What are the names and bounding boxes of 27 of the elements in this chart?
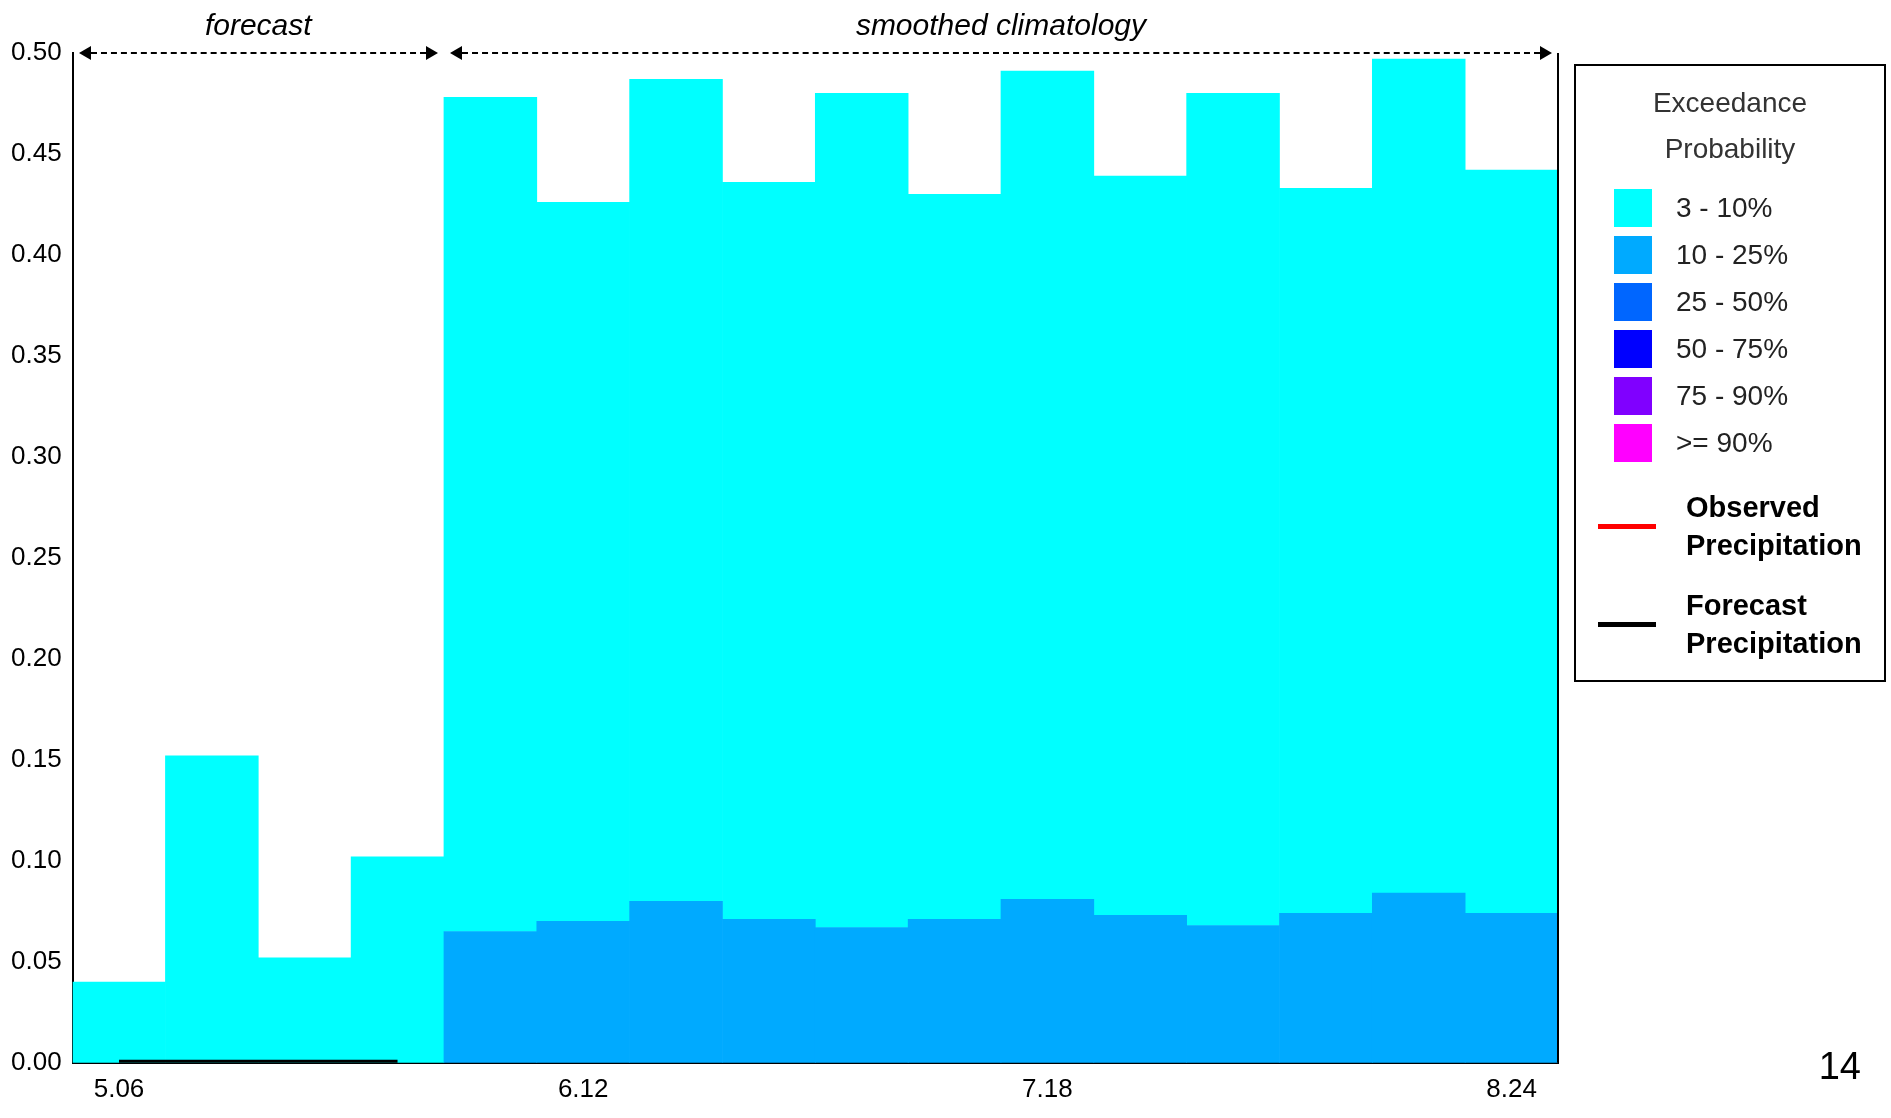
y-tick-label: 0.00 [10,1045,62,1076]
y-tick-label: 0.40 [10,238,62,269]
legend-label: 75 - 90% [1676,379,1789,412]
legend-label: 3 - 10% [1676,191,1773,224]
legend-label: 10 - 25% [1676,238,1789,271]
y-tick-label: 0.05 [10,944,62,975]
y-tick-label: 0.20 [10,642,62,673]
legend-label: Forecast Precipitation [1686,588,1863,661]
legend-title: Exceedance Probability [1651,86,1809,166]
x-tick-label: 8.24 [1486,1072,1537,1103]
y-tick-label: 0.15 [10,743,62,774]
y-tick-label: 0.35 [10,339,62,370]
legend-label: Observed Precipitation [1686,490,1863,563]
legend-label: 50 - 75% [1676,332,1789,365]
text: forecast [203,7,314,43]
x-tick-label: 5.06 [93,1072,145,1103]
x-tick-label: 7.18 [1022,1072,1073,1103]
text: 14 [1818,1045,1861,1088]
legend-label: 25 - 50% [1676,285,1789,318]
y-tick-label: 0.25 [10,541,62,572]
x-tick-label: 6.12 [557,1072,609,1103]
text: smoothed climatology [854,7,1149,43]
y-tick-label: 0.50 [10,36,62,67]
y-tick-label: 0.10 [10,844,62,875]
y-tick-label: 0.45 [10,137,62,168]
legend-label: >= 90% [1676,426,1773,459]
y-tick-label: 0.30 [10,440,62,471]
